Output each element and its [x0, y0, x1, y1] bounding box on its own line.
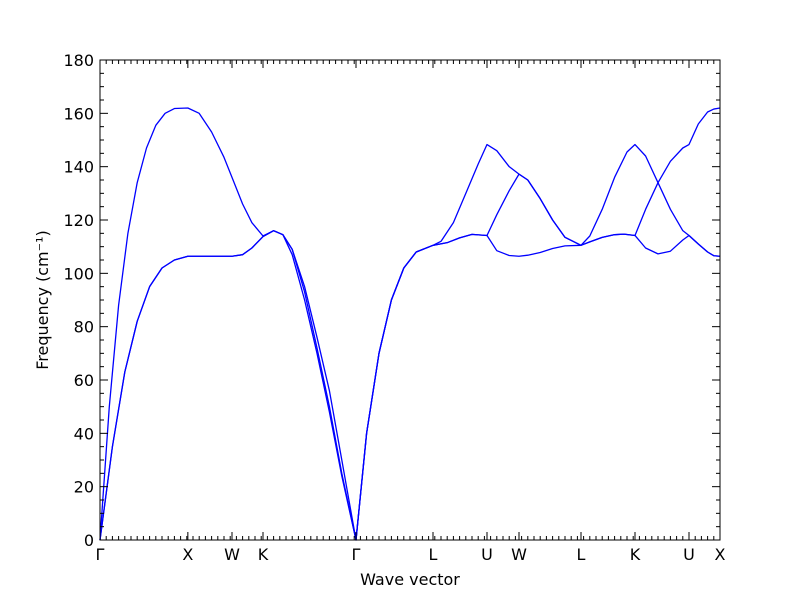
kpoint-label: W	[224, 545, 240, 564]
y-tick-label: 180	[63, 51, 94, 70]
kpoint-label: K	[258, 545, 269, 564]
kpoint-label: L	[429, 545, 438, 564]
y-tick-label: 20	[74, 478, 94, 497]
kpoint-label: X	[715, 545, 726, 564]
kpoint-label: Γ	[96, 545, 105, 564]
x-axis-label: Wave vector	[360, 570, 460, 589]
band-line-3	[99, 107, 721, 541]
kpoint-label: L	[577, 545, 586, 564]
kpoint-label: W	[511, 545, 527, 564]
y-tick-label: 0	[84, 531, 94, 550]
y-axis-label: Frequency (cm⁻¹)	[33, 230, 52, 369]
kpoint-label: X	[182, 545, 193, 564]
band-lines	[99, 107, 721, 541]
y-tick-label: 140	[63, 158, 94, 177]
kpoint-label: K	[630, 545, 641, 564]
kpoint-label: U	[683, 545, 695, 564]
y-tick-label: 40	[74, 424, 94, 443]
plot-area-frame	[99, 59, 721, 541]
y-tick-label: 100	[63, 264, 94, 283]
y-tick-label: 80	[74, 318, 94, 337]
y-tick-labels: 0 20 40 60 80 100 120 140 160 180	[63, 51, 94, 550]
y-tick-label: 160	[63, 104, 94, 123]
kpoint-label: Γ	[352, 545, 361, 564]
kpoint-label: U	[481, 545, 493, 564]
y-tick-label: 120	[63, 211, 94, 230]
y-tick-label: 60	[74, 371, 94, 390]
